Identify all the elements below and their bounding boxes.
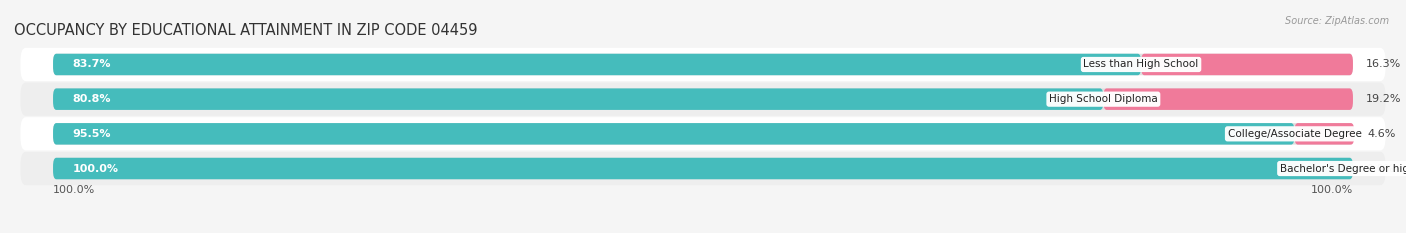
FancyBboxPatch shape [21, 48, 1385, 81]
FancyBboxPatch shape [1104, 88, 1353, 110]
FancyBboxPatch shape [21, 82, 1385, 116]
Text: High School Diploma: High School Diploma [1049, 94, 1157, 104]
Text: Less than High School: Less than High School [1084, 59, 1199, 69]
FancyBboxPatch shape [53, 88, 1104, 110]
Text: 83.7%: 83.7% [73, 59, 111, 69]
FancyBboxPatch shape [53, 123, 1295, 145]
Text: 0.0%: 0.0% [1367, 164, 1395, 174]
Text: Bachelor's Degree or higher: Bachelor's Degree or higher [1279, 164, 1406, 174]
FancyBboxPatch shape [53, 158, 1353, 179]
Text: 80.8%: 80.8% [73, 94, 111, 104]
Text: 95.5%: 95.5% [73, 129, 111, 139]
FancyBboxPatch shape [53, 54, 1142, 75]
FancyBboxPatch shape [53, 88, 1353, 110]
Text: 16.3%: 16.3% [1367, 59, 1402, 69]
Text: OCCUPANCY BY EDUCATIONAL ATTAINMENT IN ZIP CODE 04459: OCCUPANCY BY EDUCATIONAL ATTAINMENT IN Z… [14, 24, 478, 38]
FancyBboxPatch shape [21, 117, 1385, 151]
FancyBboxPatch shape [53, 123, 1353, 145]
Text: 4.6%: 4.6% [1367, 129, 1396, 139]
Text: 100.0%: 100.0% [53, 185, 96, 195]
Text: Source: ZipAtlas.com: Source: ZipAtlas.com [1285, 16, 1389, 26]
Text: 100.0%: 100.0% [73, 164, 118, 174]
FancyBboxPatch shape [21, 152, 1385, 185]
FancyBboxPatch shape [1142, 54, 1353, 75]
Text: 19.2%: 19.2% [1367, 94, 1402, 104]
FancyBboxPatch shape [1295, 123, 1354, 145]
Text: 100.0%: 100.0% [1310, 185, 1353, 195]
FancyBboxPatch shape [53, 54, 1353, 75]
FancyBboxPatch shape [53, 158, 1353, 179]
Text: College/Associate Degree: College/Associate Degree [1227, 129, 1361, 139]
